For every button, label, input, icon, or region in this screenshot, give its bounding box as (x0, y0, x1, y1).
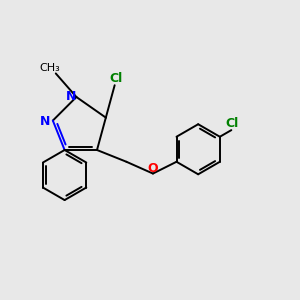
Text: O: O (148, 162, 158, 175)
Text: Cl: Cl (225, 117, 239, 130)
Text: N: N (66, 90, 76, 103)
Text: CH₃: CH₃ (39, 63, 60, 73)
Text: N: N (40, 115, 51, 128)
Text: Cl: Cl (110, 72, 123, 85)
